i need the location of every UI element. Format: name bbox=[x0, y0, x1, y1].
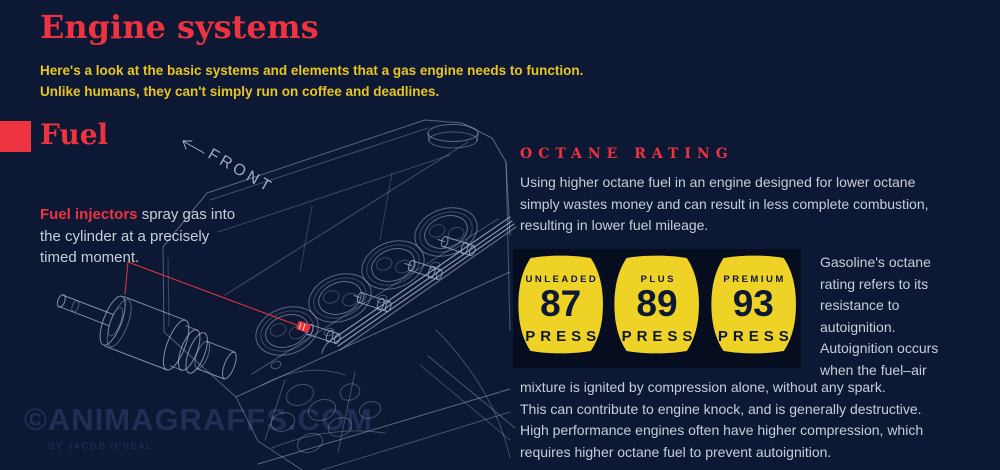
valve-train-detail bbox=[261, 329, 511, 459]
pump-grade-label: UNLEADED bbox=[525, 274, 599, 285]
octane-heading: OCTANE RATING bbox=[520, 146, 734, 162]
fuel-injector-pointer bbox=[124, 261, 303, 328]
front-label: FRONT bbox=[205, 146, 276, 197]
octane-intro: Using higher octane fuel in an engine de… bbox=[520, 174, 929, 233]
section-title-fuel: Fuel bbox=[40, 118, 109, 151]
pump-button-unleaded: UNLEADED 87 PRESS bbox=[518, 253, 603, 356]
octane-note-beside: Gasoline's octane rating refers to its r… bbox=[820, 254, 939, 378]
pump-button-premium: PREMIUM 93 PRESS bbox=[711, 253, 796, 356]
pump-octane-number: 93 bbox=[732, 283, 774, 324]
cylinder-bores bbox=[255, 207, 478, 370]
pump-button-shape bbox=[711, 255, 796, 354]
fuel-injector-highlight bbox=[296, 321, 311, 333]
front-arrow-icon bbox=[182, 140, 205, 154]
injectors bbox=[305, 235, 476, 344]
octane-note-below: mixture is ignited by compression alone,… bbox=[520, 379, 924, 460]
watermark: ©ANIMAGRAFFS.COM bbox=[24, 402, 373, 437]
page-subtitle: Here's a look at the basic systems and e… bbox=[40, 63, 584, 99]
byline: BY JACOB O'NEAL bbox=[48, 441, 153, 451]
pump-press-label: PRESS bbox=[717, 328, 794, 345]
pump-button-shape bbox=[518, 255, 603, 354]
page-title: Engine systems bbox=[40, 8, 319, 46]
note-highlight: Fuel injectors bbox=[40, 206, 138, 223]
section-marker bbox=[0, 121, 31, 152]
pump-press-label: PRESS bbox=[621, 328, 698, 345]
pump-press-label: PRESS bbox=[525, 328, 602, 345]
pump-octane-number: 87 bbox=[540, 283, 582, 324]
pump-octane-number: 89 bbox=[636, 283, 678, 324]
pump-grade-label: PREMIUM bbox=[723, 274, 786, 285]
pump-button-group: UNLEADED 87 PRESS PLUS 89 PRESS PREMIUM … bbox=[513, 249, 801, 368]
enlarged-fuel-injector bbox=[56, 294, 237, 380]
pump-button-plus: PLUS 89 PRESS bbox=[614, 253, 700, 356]
fuel-rail bbox=[321, 216, 517, 354]
oil-cap bbox=[427, 124, 479, 149]
pump-grade-label: PLUS bbox=[640, 274, 676, 285]
note-text: spray gas into the cylinder at a precise… bbox=[40, 206, 236, 266]
fuel-injector-note: Fuel injectors spray gas into the cylind… bbox=[40, 204, 255, 269]
pump-button-shape bbox=[614, 255, 700, 354]
